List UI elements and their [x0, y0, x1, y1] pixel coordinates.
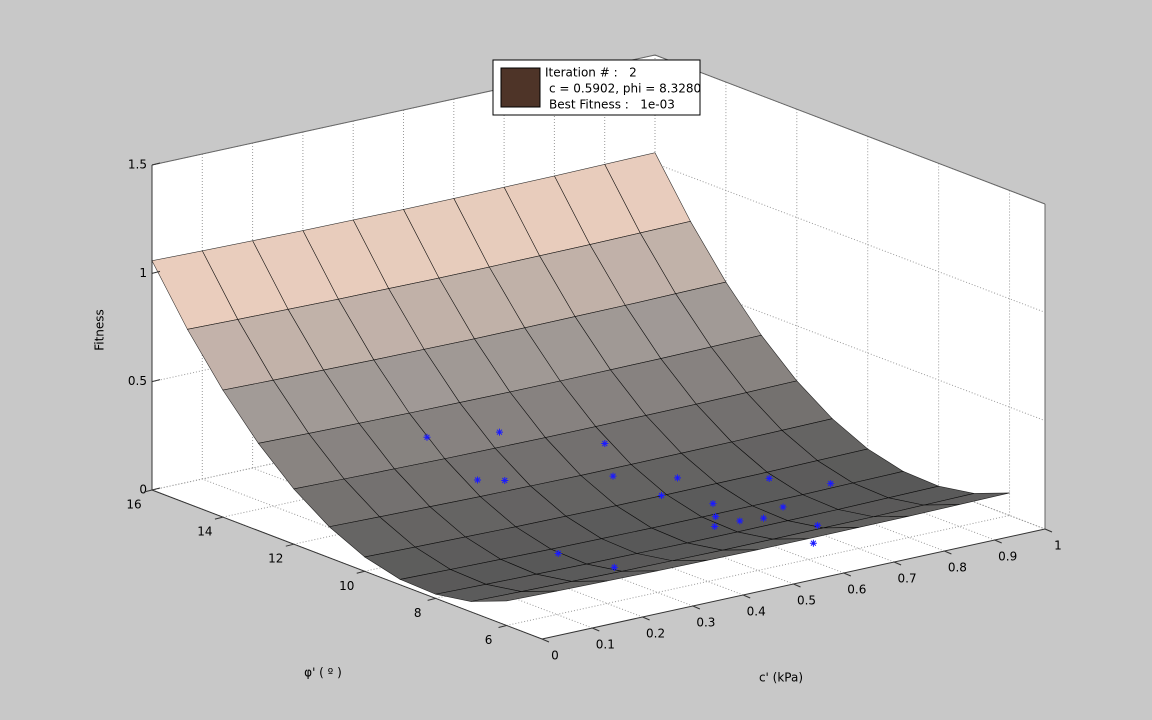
grid-line — [604, 390, 995, 541]
surface-patch — [471, 590, 557, 602]
annotation-line: Iteration # : 2 — [545, 66, 637, 80]
x-tick-label: 0.6 — [847, 583, 866, 597]
x-tick — [1044, 528, 1053, 533]
x-axis-label: c' (kPa) — [759, 671, 803, 685]
particle — [814, 521, 822, 529]
annotation-box: Iteration # : 2 c = 0.5902, phi = 8.3280… — [492, 59, 701, 116]
x-tick-label: 0.7 — [898, 572, 917, 586]
box-edge — [654, 54, 1046, 205]
y-axis-label: φ' ( º ) — [304, 666, 342, 680]
y-tick — [214, 516, 224, 520]
particle — [601, 440, 609, 448]
y-tick — [427, 597, 436, 601]
x-tick — [944, 550, 952, 555]
particle — [712, 513, 720, 521]
y-tick — [285, 543, 294, 547]
annotation-line: Best Fitness : 1e-03 — [549, 98, 675, 112]
z-axis-label: Fitness — [93, 309, 107, 351]
axes-labels: 00.511.500.10.20.30.40.50.60.70.80.91681… — [126, 158, 1061, 663]
y-tick-label: 16 — [126, 498, 141, 512]
x-tick-label: 0.9 — [998, 550, 1017, 564]
z-tick-label: 1 — [139, 266, 147, 280]
grid-line — [654, 379, 1046, 530]
x-tick — [893, 561, 902, 566]
grid-line — [403, 434, 794, 585]
x-tick-label: 0.5 — [797, 594, 816, 608]
y-tick-label: 6 — [485, 633, 493, 647]
x-tick-label: 0.8 — [948, 561, 967, 575]
x-tick-label: 0.2 — [646, 627, 665, 641]
grid-line — [506, 514, 1010, 626]
particle — [495, 428, 503, 436]
grid-line — [202, 478, 593, 629]
particle — [809, 539, 817, 547]
x-tick — [642, 616, 650, 621]
particle — [736, 517, 744, 525]
grid-line — [554, 401, 945, 552]
grid-line — [453, 423, 844, 574]
particle — [657, 492, 665, 500]
x-tick — [692, 605, 701, 610]
particles — [423, 428, 835, 571]
z-tick — [151, 270, 161, 274]
y-tick-label: 14 — [197, 525, 212, 539]
grid-line — [252, 467, 643, 618]
annotation-swatch — [500, 67, 541, 108]
y-tick-label: 10 — [339, 579, 354, 593]
x-tick-label: 0.1 — [596, 638, 615, 652]
particle — [610, 563, 618, 571]
grid-line — [302, 456, 694, 607]
particle — [423, 433, 431, 441]
particle — [759, 514, 767, 522]
x-tick-label: 0.4 — [747, 605, 766, 619]
x-tick — [994, 539, 1002, 544]
particle — [709, 500, 717, 508]
particle — [609, 472, 617, 480]
x-tick — [743, 594, 751, 599]
x-tick — [793, 583, 801, 588]
grid-line — [503, 412, 895, 563]
z-tick-label: 1.5 — [128, 158, 147, 172]
z-tick — [151, 487, 161, 491]
particle — [765, 474, 773, 482]
x-tick-label: 0 — [551, 649, 559, 663]
axis-line — [151, 489, 543, 640]
z-tick-label: 0.5 — [128, 374, 147, 388]
y-tick — [143, 489, 153, 493]
grid-line — [654, 162, 1046, 313]
z-tick — [151, 162, 161, 166]
particle — [779, 503, 787, 511]
particle — [501, 476, 509, 484]
y-tick — [498, 624, 507, 628]
x-tick-label: 1 — [1054, 539, 1062, 553]
grid-line — [353, 445, 744, 596]
particle — [554, 549, 562, 557]
x-tick — [541, 638, 550, 643]
x-tick — [592, 627, 600, 632]
z-tick-label: 0 — [139, 483, 147, 497]
y-tick-label: 8 — [414, 606, 422, 620]
x-tick — [843, 572, 851, 577]
particle — [827, 480, 835, 488]
particle — [474, 476, 482, 484]
particle — [711, 522, 719, 530]
x-tick-label: 0.3 — [696, 616, 715, 630]
y-tick-label: 12 — [268, 552, 283, 566]
surface — [151, 152, 1010, 602]
annotation-line: c = 0.5902, phi = 8.3280 — [549, 82, 701, 96]
particle — [673, 474, 681, 482]
z-tick — [151, 379, 161, 383]
y-tick — [356, 570, 365, 574]
